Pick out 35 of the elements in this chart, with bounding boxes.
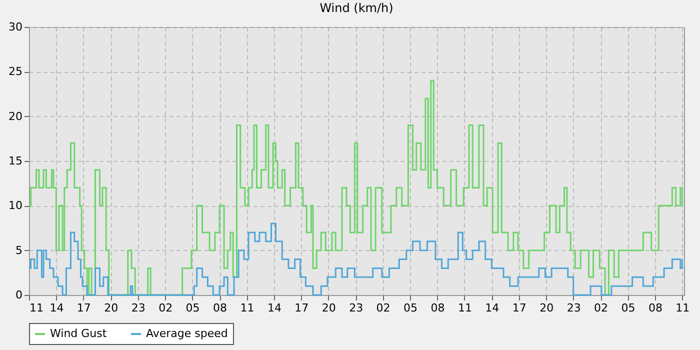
x-tick-label: 05 — [404, 302, 418, 314]
x-tick-label: 14 — [50, 302, 64, 314]
x-tick-label: 02 — [594, 302, 608, 314]
x-tick-label: 05 — [186, 302, 200, 314]
x-tick-label: 08 — [430, 302, 445, 314]
x-tick-label: 14 — [267, 302, 282, 314]
x-tick-label: 11 — [240, 302, 254, 314]
x-tick-label: 17 — [76, 302, 91, 314]
x-tick-label: 02 — [376, 302, 390, 314]
y-tick-label: 15 — [8, 154, 22, 168]
x-tick-label: 08 — [648, 302, 662, 314]
x-tick-label: 14 — [485, 302, 500, 314]
y-tick-label: 0 — [16, 288, 22, 302]
x-tick-label: 11 — [30, 302, 44, 314]
x-tick-label: 17 — [512, 302, 526, 314]
y-tick-label: 5 — [16, 244, 22, 257]
x-tick-label: 11 — [458, 302, 472, 314]
legend-label: Wind Gust — [50, 327, 108, 340]
x-tick-label: 23 — [566, 302, 581, 314]
y-tick-label: 25 — [8, 65, 22, 78]
y-tick-label: 20 — [8, 110, 22, 123]
x-tick-label: 02 — [158, 302, 173, 314]
x-tick-label: 08 — [213, 302, 228, 314]
legend-label: Average speed — [146, 327, 228, 340]
x-tick-label: 17 — [294, 302, 309, 314]
chart-title: Wind (km/h) — [320, 1, 394, 15]
y-tick-label: 10 — [8, 199, 22, 212]
x-tick-label: 20 — [322, 302, 336, 314]
x-tick-label: 23 — [349, 302, 364, 314]
x-tick-label: 20 — [104, 302, 118, 314]
x-tick-label: 05 — [621, 302, 636, 314]
y-tick-label: 30 — [8, 20, 22, 34]
x-tick-label: 11 — [676, 302, 690, 314]
x-tick-label: 20 — [540, 302, 554, 314]
x-tick-label: 23 — [131, 302, 146, 314]
